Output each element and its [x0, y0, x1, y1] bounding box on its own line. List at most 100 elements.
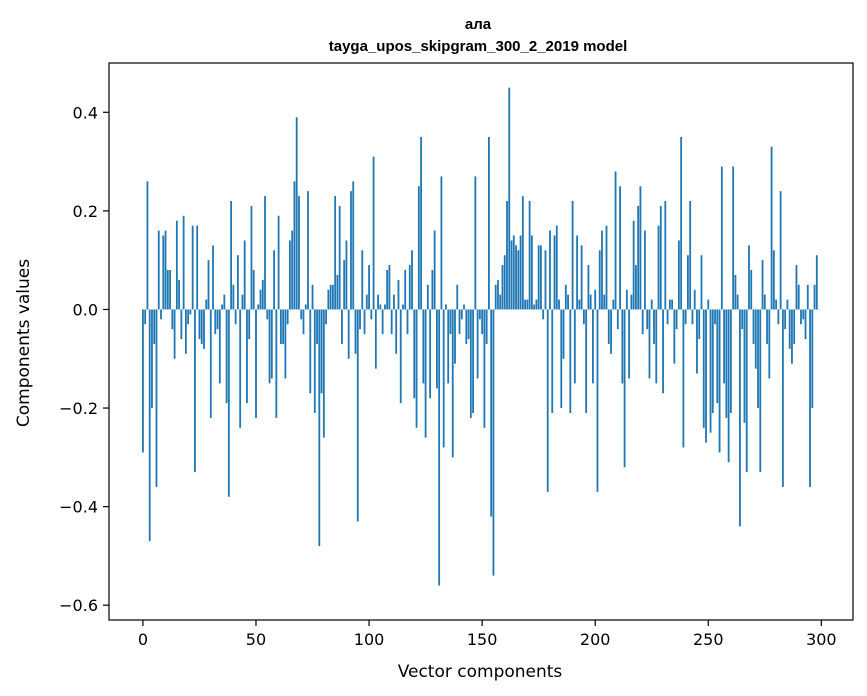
bar [460, 309, 463, 320]
bar [284, 309, 287, 379]
bar [341, 309, 343, 344]
bar [589, 294, 592, 310]
bar [248, 309, 251, 340]
bar [517, 250, 520, 310]
bar [426, 284, 429, 310]
bar [417, 186, 420, 310]
bar [700, 255, 703, 310]
bar [488, 136, 490, 310]
y-axis-ticks: −0.6 −0.4 −0.2 0.0 0.2 0.4 [59, 103, 109, 615]
bar [485, 309, 488, 344]
bar [580, 245, 583, 310]
bar [560, 309, 563, 409]
bar [743, 309, 746, 423]
bar [512, 235, 515, 310]
bar [632, 220, 635, 310]
bar [436, 309, 438, 389]
bar [698, 309, 701, 340]
bar [445, 304, 447, 310]
bar [352, 181, 355, 310]
bar [234, 309, 237, 325]
bar [616, 309, 619, 330]
bar [205, 299, 208, 310]
bar [406, 309, 409, 335]
bar [567, 294, 569, 310]
bar [723, 309, 726, 384]
bar [191, 225, 194, 310]
bar [748, 245, 750, 310]
bar [666, 309, 669, 325]
x-tick-label: 50 [246, 630, 266, 649]
bar [415, 309, 418, 428]
bar [313, 309, 316, 413]
bar [356, 309, 359, 522]
bar [587, 265, 590, 310]
bar [449, 309, 452, 335]
bar [481, 309, 484, 335]
bar [763, 294, 766, 310]
bar [754, 309, 757, 369]
bar [289, 240, 291, 310]
bar [750, 270, 753, 310]
bar [142, 309, 144, 453]
bar [347, 309, 350, 359]
bar [625, 289, 628, 310]
bar [815, 255, 818, 310]
bar [585, 309, 588, 413]
bar [490, 309, 493, 517]
bar [286, 309, 289, 325]
bar [555, 225, 558, 310]
bar [691, 309, 694, 325]
bar [395, 309, 398, 354]
bar [639, 186, 642, 310]
bar [598, 250, 601, 310]
bar [732, 166, 735, 310]
bar [809, 309, 811, 487]
bar [451, 309, 454, 458]
bar [465, 309, 468, 344]
bar [621, 309, 624, 384]
bar [463, 304, 465, 310]
bar [727, 309, 730, 463]
bar [252, 270, 255, 310]
y-tick-label: −0.2 [59, 399, 98, 418]
bar [761, 260, 764, 310]
bar [318, 309, 321, 547]
bar [716, 309, 719, 404]
bar [411, 250, 413, 310]
bar [757, 309, 759, 409]
bar [551, 309, 554, 413]
bar [492, 309, 495, 576]
bar [227, 309, 230, 497]
bar [377, 294, 380, 310]
bar [739, 309, 741, 527]
bars-group [142, 87, 820, 586]
x-axis-label: Vector components [398, 662, 563, 682]
bar [623, 309, 626, 468]
bar [515, 245, 517, 310]
bar [447, 309, 450, 384]
bar [422, 309, 425, 384]
bar [433, 230, 436, 310]
bar [662, 309, 664, 394]
bar [300, 309, 303, 320]
x-tick-label: 100 [354, 630, 385, 649]
bar [354, 309, 357, 354]
bar [802, 309, 805, 320]
bar [569, 309, 572, 413]
bar [334, 196, 337, 310]
bar [458, 309, 461, 335]
bar [160, 309, 162, 320]
bar [793, 309, 796, 344]
y-tick-label: 0.2 [73, 202, 98, 221]
bar [469, 309, 472, 418]
bar [630, 294, 633, 310]
bar [800, 309, 802, 325]
bar [540, 245, 542, 310]
bar [320, 309, 323, 394]
bar [499, 294, 502, 310]
bar [497, 279, 499, 310]
bar [194, 309, 196, 473]
bar [379, 304, 382, 310]
